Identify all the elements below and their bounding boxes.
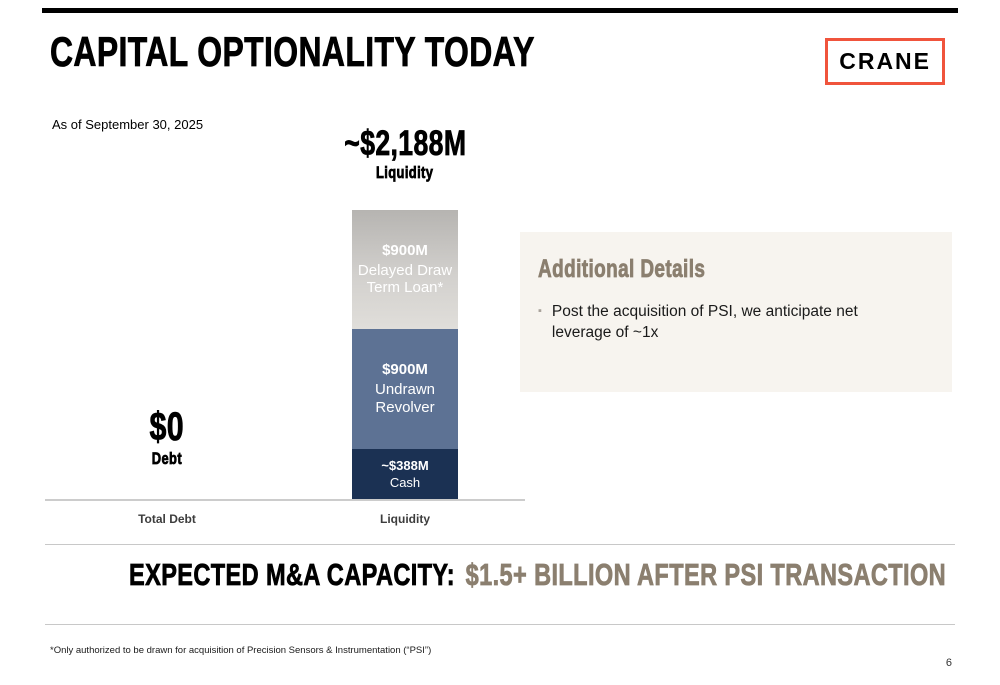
bar-segment-delayed-draw-term-loan: $900M Delayed Draw Term Loan* [352,210,458,330]
segment-value: $900M [382,242,428,260]
segment-value: $900M [382,361,428,379]
square-bullet-icon: ▪ [538,305,542,318]
bar-segment-cash: ~$388M Cash [352,448,458,500]
detail-bullet-text: Post the acquisition of PSI, we anticipa… [551,303,858,342]
ma-capacity-value: $1.5+ BILLION AFTER PSI TRANSACTION [465,557,947,592]
divider-top [45,544,955,545]
total-debt-callout: $0 Debt [107,406,227,469]
detail-bullet: ▪ Post the acquisition of PSI, we antici… [538,302,932,344]
total-debt-caption: Debt [151,449,183,468]
additional-details-panel: Additional Details ▪ Post the acquisitio… [520,232,952,392]
ma-capacity-banner-text: EXPECTED M&A CAPACITY: $1.5+ BILLION AFTE… [129,557,947,592]
axis-label-liquidity: Liquidity [380,512,430,526]
bar-segment-undrawn-revolver: $900M Undrawn Revolver [352,329,458,449]
crane-logo-text: CRANE [839,48,931,74]
liquidity-total-caption: Liquidity [376,162,434,182]
total-debt-value: $0 [149,405,185,449]
top-rule [42,8,958,13]
as-of-date: As of September 30, 2025 [52,117,204,132]
axis-label-total-debt: Total Debt [138,512,196,526]
segment-value: ~$388M [381,457,429,473]
footnote: *Only authorized to be drawn for acquisi… [50,645,432,656]
page-title: CAPITAL OPTIONALITY TODAY [50,28,688,75]
page-number: 6 [945,657,952,669]
ma-capacity-label: EXPECTED M&A CAPACITY: [129,557,456,592]
page-title-text: CAPITAL OPTIONALITY TODAY [50,28,535,75]
ma-capacity-banner: EXPECTED M&A CAPACITY: $1.5+ BILLION AFTE… [0,557,1000,592]
crane-logo: CRANE [825,38,945,85]
liquidity-total-value: ~$2,188M [343,124,467,163]
divider-bottom [45,624,955,625]
liquidity-total-callout: ~$2,188M Liquidity [290,124,520,183]
segment-name: Delayed Draw Term Loan* [357,261,453,297]
segment-name: Cash [389,475,421,491]
segment-name: Undrawn Revolver [374,381,436,416]
additional-details-title: Additional Details [538,255,706,283]
chart-baseline [45,499,525,501]
liquidity-stacked-bar: $900M Delayed Draw Term Loan* $900M Undr… [352,210,458,500]
